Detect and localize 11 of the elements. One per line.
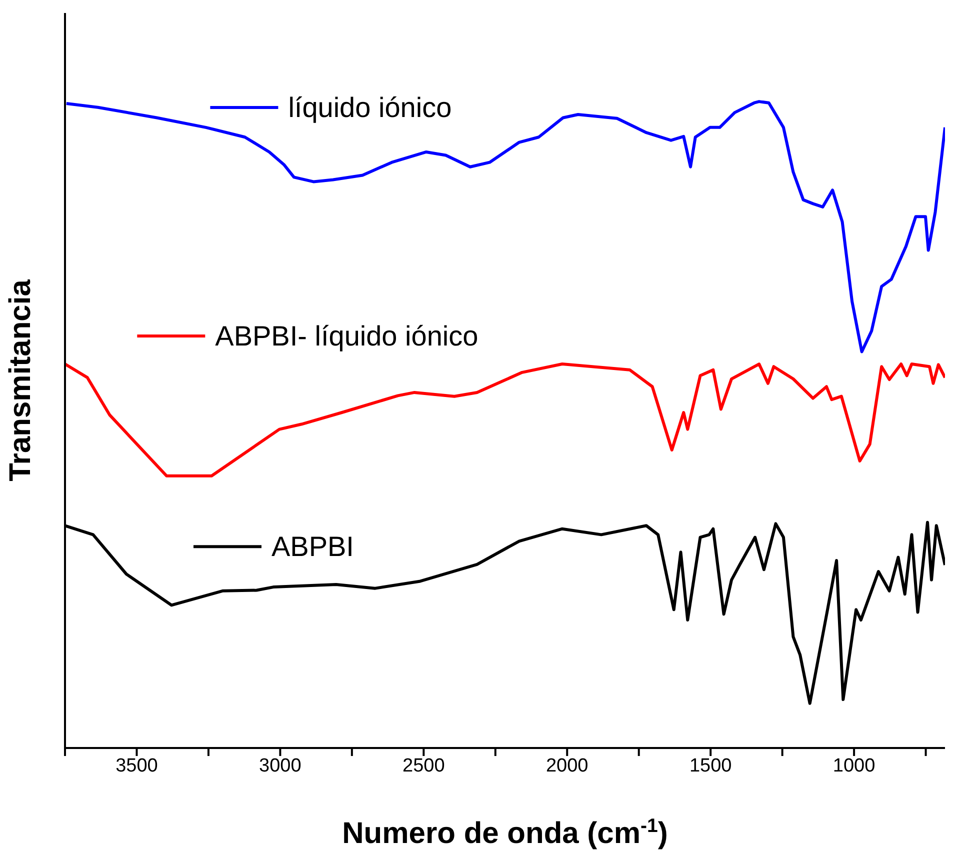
x-tick-label: 2500 [402, 755, 445, 776]
x-tick-label: 3000 [259, 755, 302, 776]
x-tick-label: 1000 [832, 755, 876, 776]
x-tick-label: 3500 [116, 755, 158, 776]
x-tick-label: 2000 [546, 755, 588, 776]
legend-label: líquido iónico [288, 92, 452, 123]
x-axis-title: Numero de onda (cm$^{-1}$) [342, 815, 668, 850]
y-axis-title: Transmitancia [4, 279, 37, 482]
legend-label: ABPBI- líquido iónico [215, 320, 478, 352]
x-tick-label: 1500 [689, 755, 732, 776]
legend-label: ABPBI [271, 531, 354, 562]
